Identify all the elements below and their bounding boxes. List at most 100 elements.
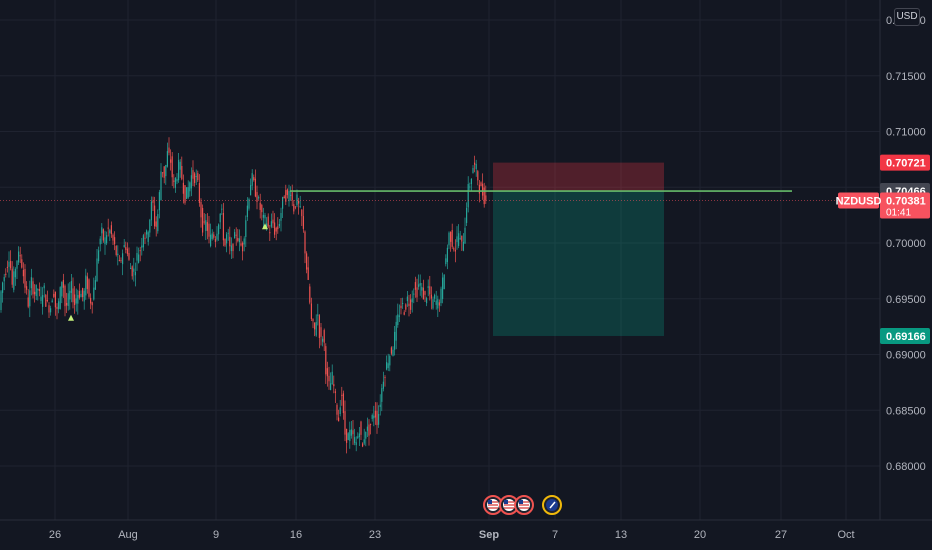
us-flag-event-icon[interactable] bbox=[514, 495, 534, 515]
drawings[interactable] bbox=[0, 190, 880, 201]
candle-body bbox=[384, 377, 386, 379]
candle-body bbox=[27, 297, 29, 307]
us-flag-event-icon[interactable] bbox=[483, 495, 503, 515]
candle-body bbox=[472, 168, 474, 174]
us-flag-event-icon[interactable] bbox=[499, 495, 519, 515]
candle-body bbox=[320, 327, 322, 337]
candle-body bbox=[322, 338, 324, 342]
time-axis-label: 27 bbox=[775, 529, 787, 541]
position-tool[interactable] bbox=[493, 162, 664, 336]
price-axis-label: 0.70000 bbox=[886, 238, 926, 250]
symbol-label: NZDUSD bbox=[836, 196, 882, 208]
candle-body bbox=[35, 284, 37, 297]
candle-body bbox=[334, 391, 336, 393]
candle-body bbox=[173, 180, 175, 182]
candle-body bbox=[288, 190, 290, 202]
candle-body bbox=[155, 221, 157, 227]
candle-body bbox=[253, 176, 255, 181]
candle-body bbox=[315, 322, 317, 336]
candle-body bbox=[451, 230, 453, 247]
candle-body bbox=[261, 204, 263, 213]
time-axis-label: 13 bbox=[615, 529, 627, 541]
candle-body bbox=[278, 223, 280, 227]
candle-body bbox=[422, 287, 424, 300]
candle-body bbox=[294, 206, 296, 208]
candle-body bbox=[245, 220, 247, 237]
candle-body bbox=[152, 200, 154, 203]
candle-body bbox=[11, 268, 13, 285]
candle-body bbox=[347, 433, 349, 441]
candle-body bbox=[387, 363, 389, 368]
candle-body bbox=[106, 235, 108, 244]
candle-body bbox=[98, 250, 100, 262]
candle-body bbox=[437, 299, 439, 309]
candle-body bbox=[125, 247, 127, 250]
take-profit-zone[interactable] bbox=[493, 191, 664, 336]
candle-body bbox=[181, 165, 183, 180]
candle-body bbox=[56, 306, 58, 309]
candle-body bbox=[429, 286, 431, 295]
candle-body bbox=[218, 224, 220, 235]
candle-body bbox=[243, 238, 245, 245]
candle-body bbox=[66, 302, 68, 306]
price-tag-box bbox=[880, 154, 930, 171]
candle-body bbox=[254, 178, 256, 197]
time-axis[interactable]: 26 Aug 9 16 23 Sep 7 13 20 27 Oct bbox=[0, 519, 932, 541]
stop-loss-zone[interactable] bbox=[493, 162, 664, 192]
candle-body bbox=[318, 315, 320, 338]
candle-body bbox=[394, 331, 396, 350]
candle-body bbox=[0, 291, 2, 311]
candle-body bbox=[323, 330, 325, 343]
candle-body bbox=[482, 183, 484, 196]
time-axis-label: Oct bbox=[837, 529, 854, 541]
candle-body bbox=[26, 286, 28, 290]
candle-body bbox=[8, 261, 10, 267]
candle-body bbox=[371, 415, 373, 419]
candle-body bbox=[269, 232, 271, 234]
candle-body bbox=[426, 298, 428, 304]
candle-body bbox=[120, 260, 122, 262]
candle-body bbox=[85, 275, 87, 296]
candle-body bbox=[232, 244, 234, 252]
candle-body bbox=[414, 282, 416, 290]
nz-flag-event-icon[interactable] bbox=[542, 495, 562, 515]
candle-body bbox=[339, 407, 341, 415]
candle-body bbox=[344, 411, 346, 435]
candle-body bbox=[392, 349, 394, 356]
candle-body bbox=[176, 178, 178, 182]
candle-body bbox=[290, 194, 292, 196]
candle-body bbox=[82, 288, 84, 298]
candle-body bbox=[416, 287, 418, 298]
candle-body bbox=[189, 182, 191, 192]
candle-body bbox=[336, 404, 338, 415]
candle-body bbox=[187, 187, 189, 198]
currency-button[interactable]: USD bbox=[894, 8, 920, 26]
candle-body bbox=[46, 300, 48, 302]
candle-body bbox=[405, 304, 407, 310]
candle-body bbox=[208, 223, 210, 237]
candle-body bbox=[205, 220, 207, 231]
candle-body bbox=[166, 151, 168, 167]
price-axis[interactable]: 0.720000.715000.710000.705000.700000.695… bbox=[879, 0, 926, 520]
price-tag-box bbox=[880, 327, 930, 344]
candle-body bbox=[186, 187, 188, 199]
candle-body bbox=[480, 182, 482, 187]
candle-body bbox=[352, 430, 354, 435]
candle-body bbox=[70, 281, 72, 293]
candle-body bbox=[109, 230, 111, 234]
candle-body bbox=[90, 297, 92, 304]
candle-body bbox=[117, 253, 119, 256]
price-tag-box bbox=[880, 192, 930, 219]
candle-body bbox=[349, 430, 351, 442]
candle-body bbox=[126, 248, 128, 254]
candle-body bbox=[142, 235, 144, 248]
candle-body bbox=[293, 204, 295, 212]
candle-body bbox=[213, 234, 215, 238]
price-tag-target: 0.69166 bbox=[880, 327, 930, 344]
candle-body bbox=[374, 410, 376, 418]
candle-body bbox=[53, 293, 55, 297]
candle-body bbox=[453, 248, 455, 250]
